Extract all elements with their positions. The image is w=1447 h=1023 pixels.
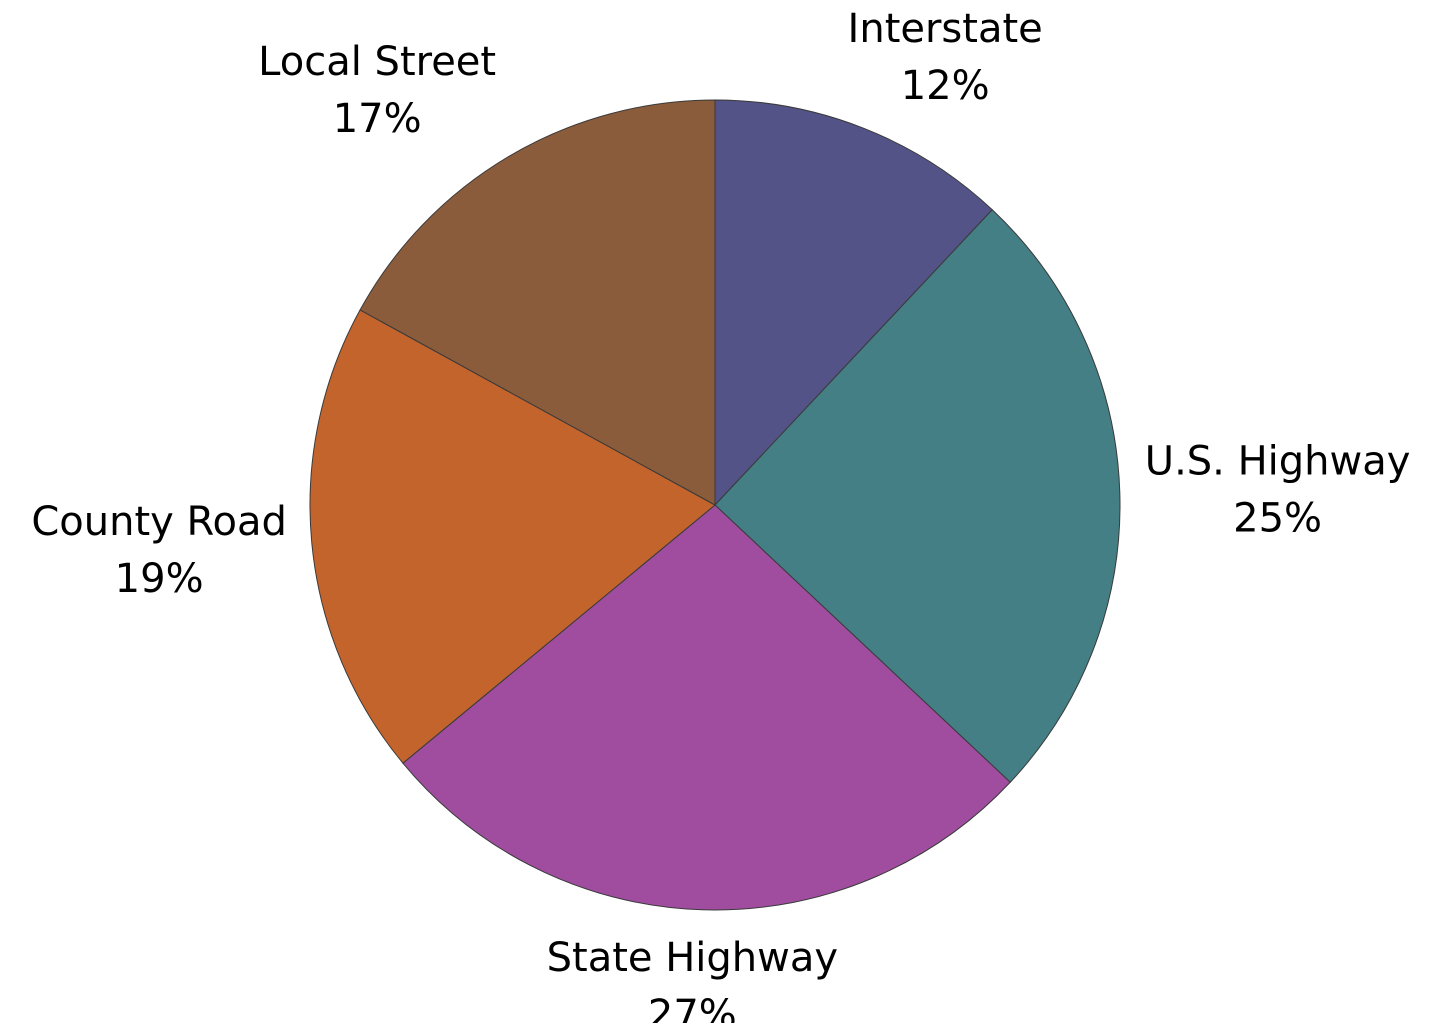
category-label: Local Street — [258, 39, 496, 85]
pie-slice — [714, 99, 993, 507]
slice-label: Interstate 12% — [848, 6, 1043, 109]
pie-slice — [714, 209, 1121, 783]
slice-label: Local Street 17% — [258, 39, 496, 142]
category-label: Interstate — [848, 6, 1043, 52]
value-label: 27% — [648, 992, 737, 1023]
category-label: State Highway — [547, 935, 838, 981]
category-label: County Road — [31, 499, 287, 545]
pie-slice — [402, 504, 1011, 911]
pie-slice — [359, 99, 716, 506]
value-label: 12% — [901, 63, 990, 109]
slice-label: State Highway 27% — [547, 935, 838, 1023]
value-label: 25% — [1233, 495, 1322, 541]
category-label: U.S. Highway — [1145, 438, 1411, 484]
value-label: 19% — [115, 556, 204, 602]
value-label: 17% — [333, 96, 422, 142]
pie-slice — [309, 309, 716, 764]
slice-label: U.S. Highway 25% — [1145, 438, 1411, 541]
slice-label: County Road 19% — [31, 499, 287, 602]
